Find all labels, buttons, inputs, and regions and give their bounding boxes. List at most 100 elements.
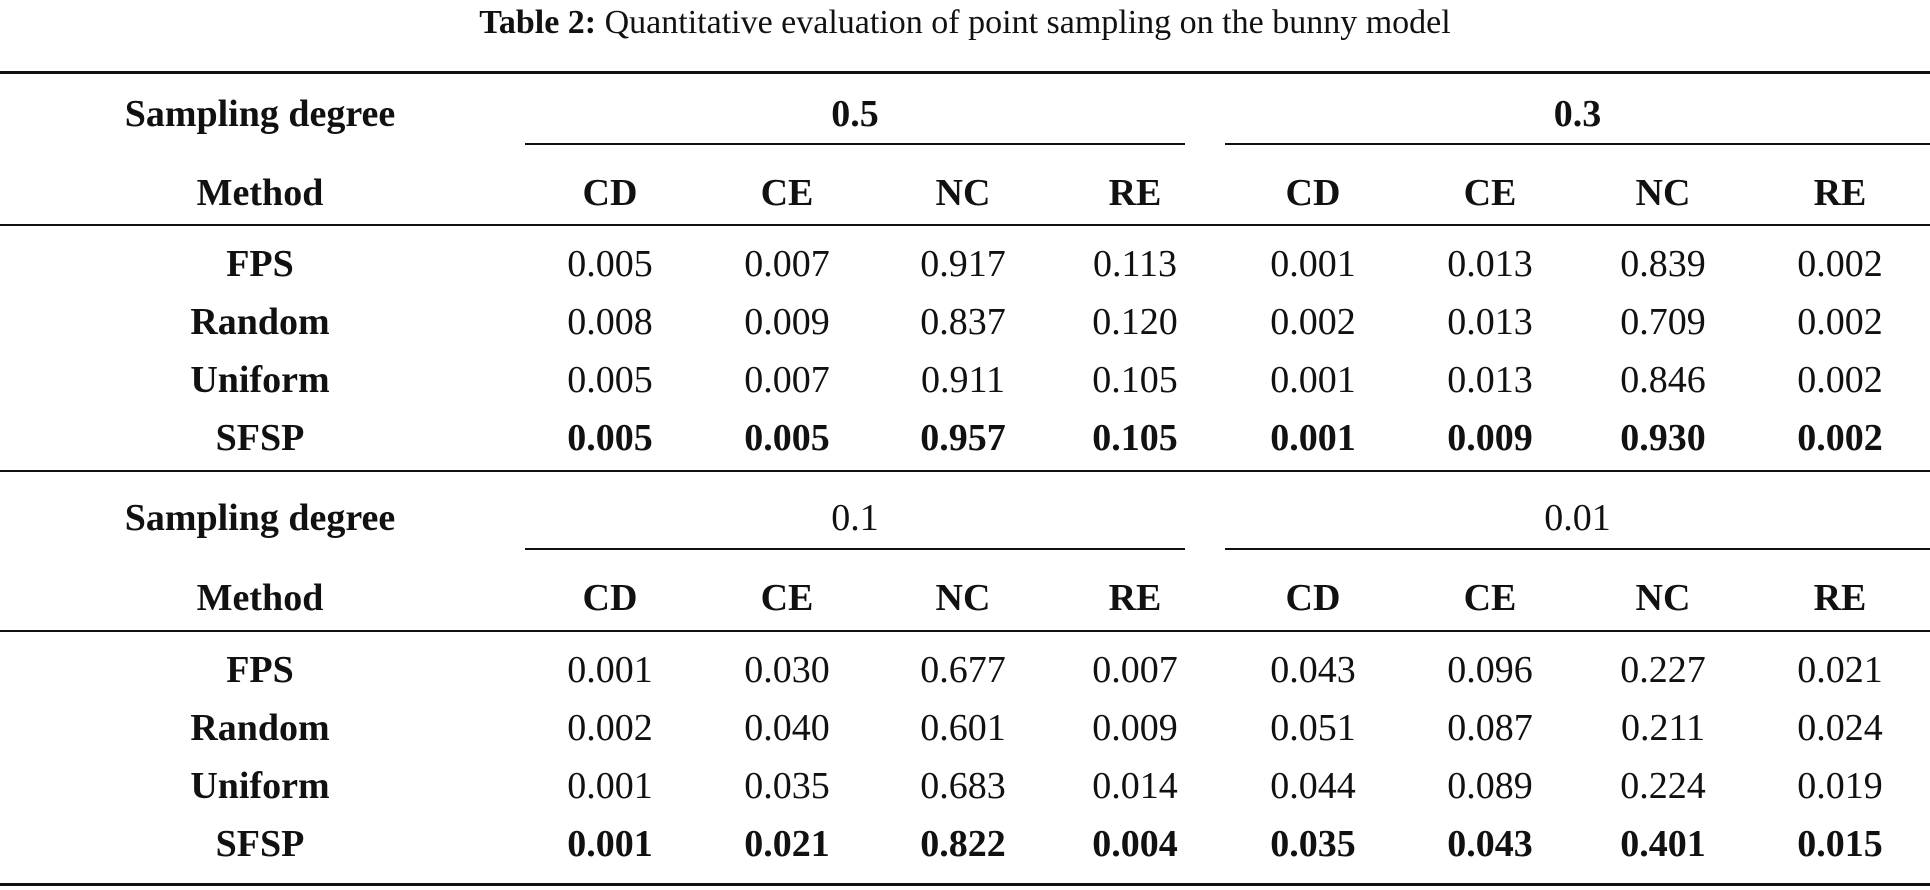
degree-header: 0.3 xyxy=(1553,93,1602,135)
table-cell: 0.021 xyxy=(744,823,830,865)
method-name: FPS xyxy=(226,243,294,285)
table-cell: 0.401 xyxy=(1620,823,1706,865)
table-cell: 0.839 xyxy=(1620,243,1706,285)
table-cell: 0.001 xyxy=(567,649,653,691)
table-cell: 0.930 xyxy=(1620,417,1706,459)
table-cell: 0.030 xyxy=(744,649,830,691)
method-name: SFSP xyxy=(215,823,305,865)
table-cell: 0.001 xyxy=(1270,417,1356,459)
table-cell: 0.683 xyxy=(920,765,1006,807)
degree-header: 0.5 xyxy=(831,93,879,135)
table-cell: 0.005 xyxy=(567,417,653,459)
group-underline xyxy=(525,143,1185,145)
block-separator-rule xyxy=(0,470,1930,472)
table-cell: 0.001 xyxy=(567,765,653,807)
method-name: Random xyxy=(190,301,330,343)
header-rule xyxy=(0,224,1930,226)
table-cell: 0.007 xyxy=(744,243,830,285)
table-cell: 0.009 xyxy=(1447,417,1533,459)
table-cell: 0.007 xyxy=(744,359,830,401)
method-name: Uniform xyxy=(190,359,330,401)
table-cell: 0.677 xyxy=(920,649,1006,691)
table-cell: 0.002 xyxy=(567,707,653,749)
table-cell: 0.043 xyxy=(1270,649,1356,691)
table-cell: 0.005 xyxy=(567,243,653,285)
degree-header: 0.01 xyxy=(1544,497,1611,539)
table-caption-text: Quantitative evaluation of point samplin… xyxy=(596,4,1451,41)
table-cell: 0.001 xyxy=(567,823,653,865)
table-cell: 0.709 xyxy=(1620,301,1706,343)
method-name: FPS xyxy=(226,649,294,691)
table-cell: 0.035 xyxy=(744,765,830,807)
table-cell: 0.105 xyxy=(1092,359,1178,401)
method-label: Method xyxy=(196,577,324,619)
table-cell: 0.051 xyxy=(1270,707,1356,749)
table-cell: 0.005 xyxy=(744,417,830,459)
bottom-rule xyxy=(0,883,1930,886)
metric-header: CE xyxy=(1463,172,1517,214)
table-caption-label: Table 2: xyxy=(479,4,597,41)
table-cell: 0.957 xyxy=(920,417,1006,459)
method-name: SFSP xyxy=(215,417,305,459)
sampling-degree-label: Sampling degree xyxy=(124,93,396,135)
table-cell: 0.009 xyxy=(1092,707,1178,749)
metric-header: NC xyxy=(1635,172,1691,214)
degree-header: 0.1 xyxy=(831,497,879,539)
table-cell: 0.917 xyxy=(920,243,1006,285)
table-cell: 0.008 xyxy=(567,301,653,343)
table-cell: 0.837 xyxy=(920,301,1006,343)
table-cell: 0.007 xyxy=(1092,649,1178,691)
table-cell: 0.040 xyxy=(744,707,830,749)
table-cell: 0.822 xyxy=(920,823,1006,865)
metric-header: RE xyxy=(1813,172,1867,214)
method-name: Random xyxy=(190,707,330,749)
table-cell: 0.035 xyxy=(1270,823,1356,865)
metric-header: CD xyxy=(1285,577,1341,619)
table-cell: 0.002 xyxy=(1797,301,1883,343)
table-cell: 0.024 xyxy=(1797,707,1883,749)
metric-header: NC xyxy=(935,577,991,619)
method-label: Method xyxy=(196,172,324,214)
table-cell: 0.004 xyxy=(1092,823,1178,865)
table-caption: Table 2: Quantitative evaluation of poin… xyxy=(0,0,1930,46)
table-cell: 0.113 xyxy=(1092,243,1178,285)
table-cell: 0.013 xyxy=(1447,301,1533,343)
table-cell: 0.001 xyxy=(1270,359,1356,401)
table-cell: 0.002 xyxy=(1797,417,1883,459)
table-cell: 0.019 xyxy=(1797,765,1883,807)
table-cell: 0.044 xyxy=(1270,765,1356,807)
table-cell: 0.002 xyxy=(1797,359,1883,401)
table-cell: 0.013 xyxy=(1447,243,1533,285)
metric-header: CD xyxy=(582,577,638,619)
metric-header: CE xyxy=(1463,577,1517,619)
table-cell: 0.015 xyxy=(1797,823,1883,865)
table-cell: 0.005 xyxy=(567,359,653,401)
table-cell: 0.096 xyxy=(1447,649,1533,691)
metric-header: CE xyxy=(760,577,814,619)
table-cell: 0.002 xyxy=(1797,243,1883,285)
table-cell: 0.087 xyxy=(1447,707,1533,749)
table-cell: 0.846 xyxy=(1620,359,1706,401)
method-name: Uniform xyxy=(190,765,330,807)
table-cell: 0.009 xyxy=(744,301,830,343)
table-cell: 0.089 xyxy=(1447,765,1533,807)
table-cell: 0.021 xyxy=(1797,649,1883,691)
table-cell: 0.014 xyxy=(1092,765,1178,807)
table-cell: 0.601 xyxy=(920,707,1006,749)
table-cell: 0.013 xyxy=(1447,359,1533,401)
table-cell: 0.105 xyxy=(1092,417,1178,459)
table-cell: 0.227 xyxy=(1620,649,1706,691)
metric-header: CD xyxy=(1285,172,1341,214)
metric-header: NC xyxy=(1635,577,1691,619)
metric-header: NC xyxy=(935,172,991,214)
table-cell: 0.001 xyxy=(1270,243,1356,285)
table-cell: 0.120 xyxy=(1092,301,1178,343)
table-cell: 0.224 xyxy=(1620,765,1706,807)
metric-header: CD xyxy=(582,172,638,214)
metric-header: CE xyxy=(760,172,814,214)
group-underline xyxy=(525,548,1185,550)
top-rule xyxy=(0,71,1930,74)
group-underline xyxy=(1225,143,1930,145)
group-underline xyxy=(1225,548,1930,550)
